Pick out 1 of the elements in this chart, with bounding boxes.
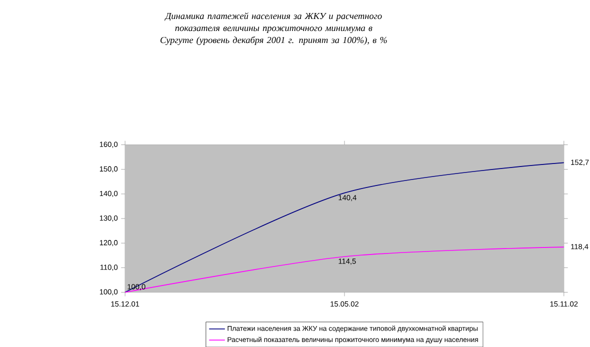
chart-title: Динамика платежей населения за ЖКУ и расчетного показателя величины прожиточного минимума в Сургуте (уровень декабря 2001 г. принят за 100%), в % <box>160 12 387 45</box>
